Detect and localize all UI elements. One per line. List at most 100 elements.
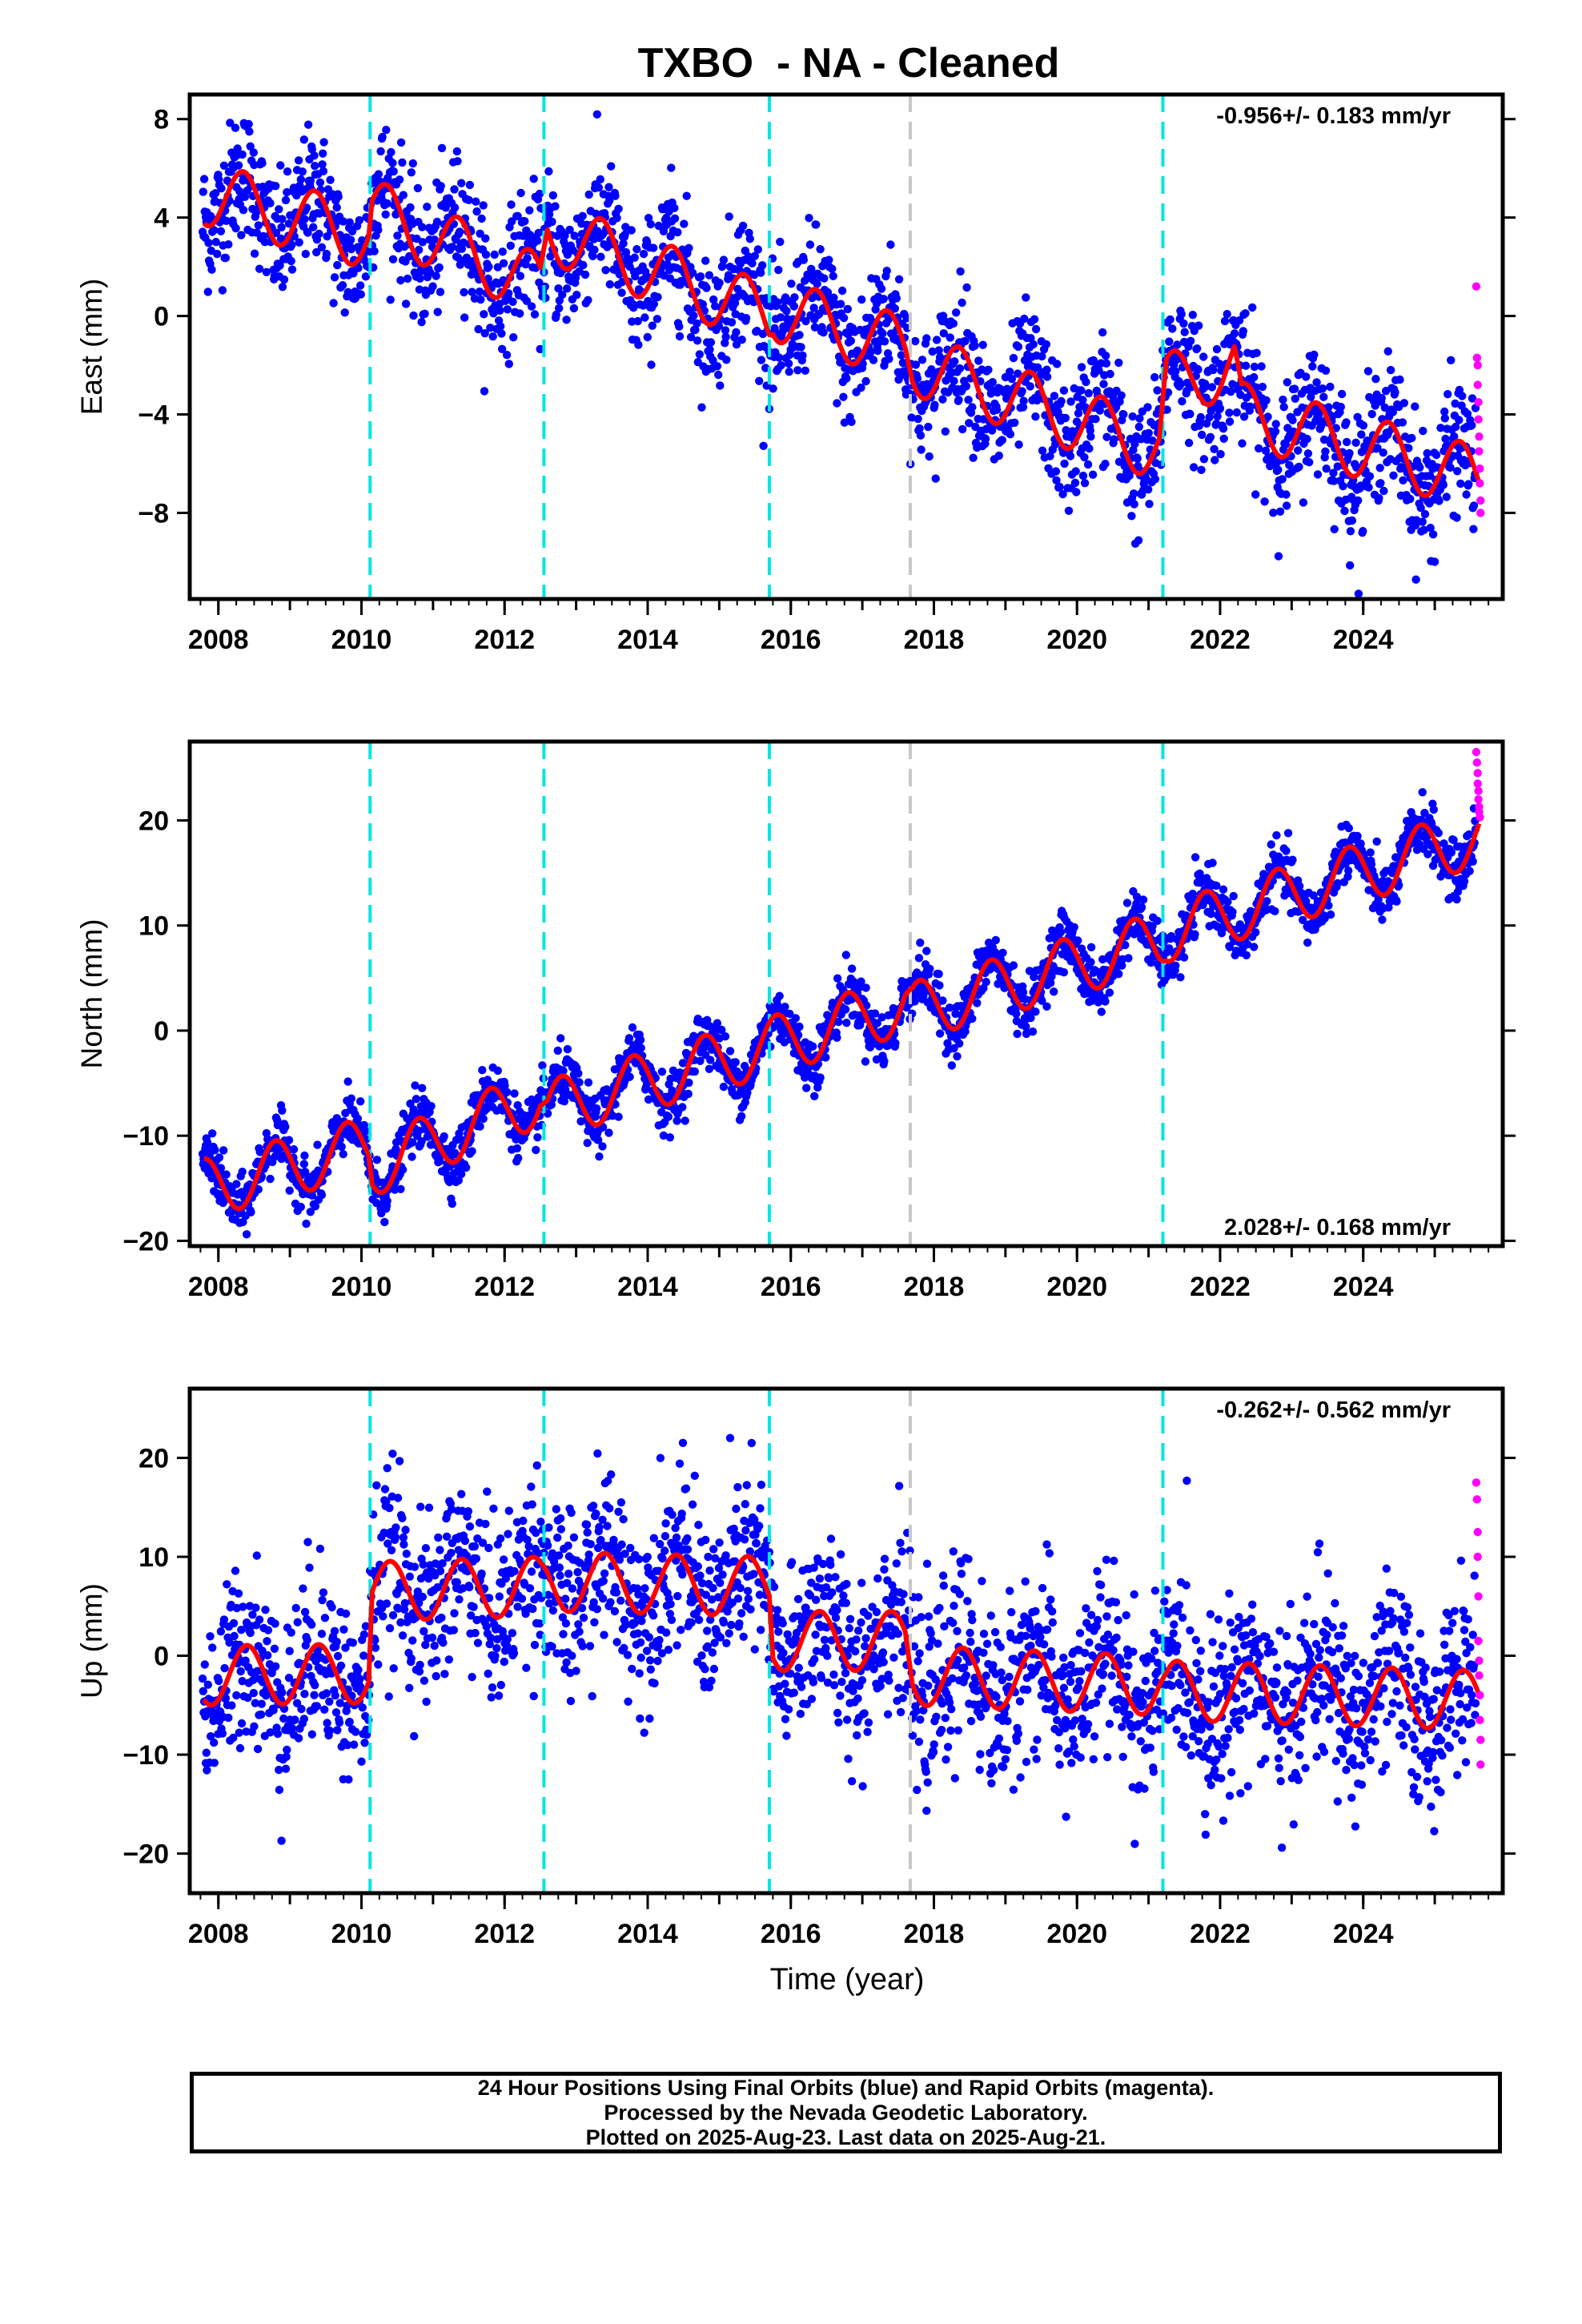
- final-orbit-point: [691, 325, 700, 335]
- x-tick-label: 2020: [1046, 1272, 1107, 1302]
- final-orbit-point: [250, 160, 259, 170]
- y-tick-label: −8: [138, 498, 169, 529]
- final-orbit-point: [199, 187, 207, 196]
- final-orbit-point: [709, 295, 718, 304]
- final-orbit-point: [319, 167, 328, 175]
- final-orbit-point: [278, 283, 287, 292]
- final-orbit-point: [1373, 444, 1382, 452]
- final-orbit-point: [207, 265, 216, 274]
- final-orbit-point: [1260, 497, 1269, 506]
- final-orbit-point: [311, 162, 319, 171]
- final-orbit-point: [1210, 444, 1219, 453]
- final-orbit-point: [730, 299, 740, 308]
- final-orbit-point: [398, 158, 407, 167]
- final-orbit-point: [965, 419, 974, 428]
- final-orbit-point: [1058, 489, 1067, 499]
- final-orbit-point: [386, 296, 395, 304]
- final-orbit-point: [374, 170, 383, 179]
- final-orbit-point: [932, 336, 942, 344]
- final-orbit-point: [217, 184, 226, 193]
- final-orbit-point: [614, 204, 623, 213]
- final-orbit-point: [436, 1156, 444, 1166]
- final-orbit-point: [412, 1095, 421, 1104]
- final-orbit-point: [1267, 840, 1275, 849]
- final-orbit-point: [1404, 444, 1413, 452]
- final-orbit-point: [1406, 494, 1415, 504]
- final-orbit-point: [569, 304, 579, 313]
- final-orbit-point: [1469, 525, 1478, 533]
- final-orbit-point: [693, 319, 701, 328]
- rapid-orbit-point: [1475, 447, 1484, 456]
- final-orbit-point: [1051, 440, 1060, 448]
- final-orbit-point: [950, 357, 959, 366]
- final-orbit-point: [982, 978, 990, 987]
- final-orbit-point: [1022, 293, 1030, 302]
- final-orbit-point: [914, 954, 924, 963]
- final-orbit-point: [1086, 432, 1095, 441]
- final-orbit-point: [1366, 848, 1375, 857]
- final-orbit-point: [588, 251, 597, 260]
- final-orbit-point: [946, 333, 955, 342]
- final-orbit-point: [869, 356, 878, 364]
- final-orbit-point: [670, 203, 679, 212]
- final-orbit-point: [250, 249, 259, 258]
- final-orbit-point: [1077, 386, 1086, 395]
- final-orbit-point: [1339, 481, 1347, 491]
- final-orbit-point: [774, 265, 783, 275]
- y-tick-label: 0: [154, 1016, 169, 1047]
- final-orbit-point: [1080, 452, 1089, 462]
- final-orbit-point: [506, 241, 515, 250]
- final-orbit-point: [916, 939, 925, 947]
- final-orbit-point: [1186, 336, 1195, 345]
- final-orbit-point: [381, 210, 390, 219]
- final-orbit-point: [678, 1059, 688, 1068]
- y-tick-label: −20: [122, 1226, 169, 1256]
- final-orbit-point: [1038, 352, 1046, 361]
- final-orbit-point: [203, 1138, 212, 1148]
- final-orbit-point: [479, 1114, 488, 1124]
- final-orbit-point: [935, 1029, 945, 1038]
- final-orbit-point: [507, 200, 516, 209]
- final-orbit-point: [319, 149, 327, 158]
- final-orbit-point: [472, 207, 481, 216]
- final-orbit-point: [1019, 396, 1028, 405]
- final-orbit-point: [633, 316, 642, 326]
- x-tick-label: 2016: [761, 625, 821, 655]
- final-orbit-point: [840, 418, 849, 427]
- final-orbit-point: [502, 1088, 512, 1096]
- final-orbit-point: [1411, 402, 1419, 411]
- rapid-orbit-point: [1476, 479, 1484, 488]
- final-orbit-point: [300, 1151, 309, 1160]
- final-orbit-point: [513, 211, 522, 220]
- final-orbit-point: [1455, 416, 1464, 424]
- final-orbit-point: [1250, 362, 1259, 372]
- final-orbit-point: [709, 356, 717, 365]
- y-tick-label: 4: [154, 203, 169, 234]
- final-orbit-point: [805, 214, 813, 223]
- final-orbit-point: [962, 283, 971, 292]
- final-orbit-point: [1255, 444, 1263, 453]
- final-orbit-point: [1178, 396, 1186, 406]
- final-orbit-point: [601, 266, 610, 275]
- final-orbit-point: [1133, 454, 1142, 463]
- final-orbit-point: [594, 183, 603, 192]
- final-orbit-point: [572, 291, 581, 300]
- final-orbit-point: [844, 330, 853, 339]
- final-orbit-point: [833, 399, 841, 408]
- final-orbit-point: [934, 970, 943, 979]
- y-tick-label: −10: [122, 1121, 169, 1152]
- final-orbit-point: [433, 308, 442, 316]
- final-orbit-point: [880, 337, 889, 346]
- final-orbit-point: [686, 332, 696, 342]
- rapid-orbit-point: [1472, 747, 1481, 757]
- final-orbit-point: [725, 212, 733, 221]
- final-orbit-point: [584, 296, 592, 304]
- final-orbit-point: [347, 1094, 355, 1103]
- final-orbit-point: [956, 267, 965, 276]
- final-orbit-point: [1143, 403, 1152, 412]
- x-tick-label: 2012: [474, 625, 535, 655]
- final-orbit-point: [716, 381, 725, 390]
- final-orbit-point: [565, 225, 574, 235]
- final-orbit-point: [355, 215, 363, 225]
- final-orbit-point: [685, 1078, 693, 1088]
